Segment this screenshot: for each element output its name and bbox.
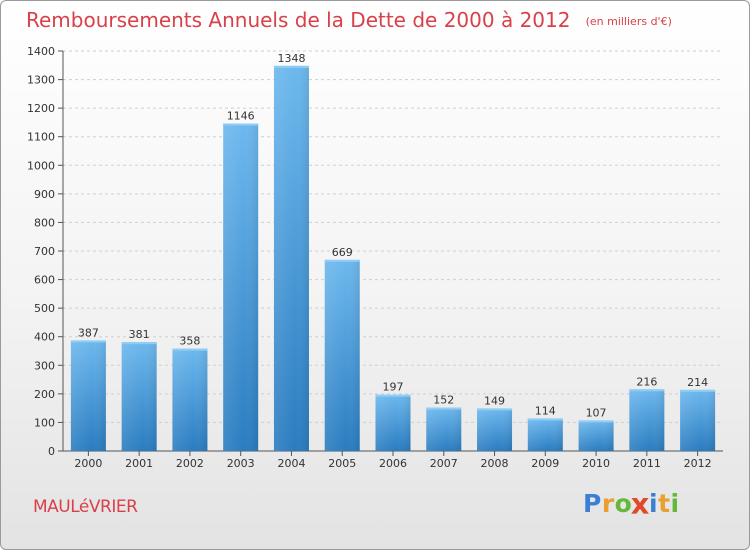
y-tick-label: 1300 <box>27 74 55 87</box>
commune-name: MAULéVRIER <box>33 497 138 517</box>
grid-lines <box>63 50 723 423</box>
y-tick-label: 600 <box>34 274 55 287</box>
data-label: 669 <box>332 246 353 259</box>
y-tick-label: 700 <box>34 245 55 258</box>
bar <box>375 394 411 451</box>
x-tick-label: 2001 <box>125 457 153 470</box>
axes: 0 100 200 300 400 500 600 700 800 900 1000 1100 1200… <box>27 45 723 470</box>
title-row: Remboursements Annuels de la Dette de 20… <box>26 8 672 32</box>
logo-letter: r <box>601 489 615 518</box>
bar <box>324 259 360 451</box>
bar <box>477 408 513 451</box>
x-tick-label: 2002 <box>176 457 204 470</box>
x-tick-label: 2008 <box>481 457 509 470</box>
y-tick-label: 300 <box>34 359 55 372</box>
y-tick-label: 400 <box>34 331 55 344</box>
proxiti-logo: Proxiti <box>583 486 680 521</box>
data-label: 358 <box>179 335 200 348</box>
logo-letter: P <box>583 489 602 518</box>
x-tick-label: 2010 <box>582 457 610 470</box>
y-tick-label: 1400 <box>27 45 55 58</box>
bar <box>70 340 106 451</box>
chart-subtitle: (en milliers d'€) <box>585 15 672 28</box>
logo-letter: o <box>614 489 633 518</box>
y-tick-label: 900 <box>34 188 55 201</box>
data-label: 1146 <box>227 110 255 123</box>
data-label: 381 <box>129 328 150 341</box>
bar <box>273 65 309 451</box>
bar <box>121 342 157 451</box>
data-label: 216 <box>636 375 657 388</box>
bar <box>629 389 665 451</box>
y-tick-label: 200 <box>34 388 55 401</box>
y-tick-label: 1200 <box>27 102 55 115</box>
y-tick-label: 1000 <box>27 159 55 172</box>
data-label: 197 <box>383 381 404 394</box>
x-tick-label: 2000 <box>74 457 102 470</box>
data-label: 149 <box>484 394 505 407</box>
x-tick-label: 2009 <box>531 457 559 470</box>
bar <box>172 348 208 451</box>
y-tick-label: 800 <box>34 216 55 229</box>
data-label: 387 <box>78 326 99 339</box>
bar <box>426 407 462 451</box>
x-tick-label: 2005 <box>328 457 356 470</box>
data-label: 114 <box>535 404 556 417</box>
logo-letter: t <box>658 489 671 518</box>
logo-letter: i <box>649 489 659 518</box>
x-tick-label: 2003 <box>227 457 255 470</box>
y-tick-label: 0 <box>48 445 55 458</box>
x-tick-label: 2011 <box>633 457 661 470</box>
bar <box>680 389 716 451</box>
data-label: 214 <box>687 376 708 389</box>
x-tick-label: 2006 <box>379 457 407 470</box>
chart-title: Remboursements Annuels de la Dette de 20… <box>26 8 571 32</box>
data-label: 152 <box>433 394 454 407</box>
data-label: 107 <box>586 406 607 419</box>
y-tick-label: 500 <box>34 302 55 315</box>
logo-letter: x <box>631 486 651 521</box>
value-labels: 387 381 358 1146 1348 669 197 152 149 114 107 216 21… <box>78 52 708 420</box>
y-tick-label: 1100 <box>27 131 55 144</box>
y-tick-label: 100 <box>34 416 55 429</box>
x-tick-label: 2007 <box>430 457 458 470</box>
logo-letter: i <box>670 489 680 518</box>
x-tick-label: 2004 <box>277 457 305 470</box>
bars <box>70 65 716 452</box>
bar <box>223 123 259 452</box>
x-tick-label: 2012 <box>684 457 712 470</box>
data-label: 1348 <box>277 52 305 65</box>
bar <box>527 418 563 451</box>
bar <box>578 420 614 451</box>
